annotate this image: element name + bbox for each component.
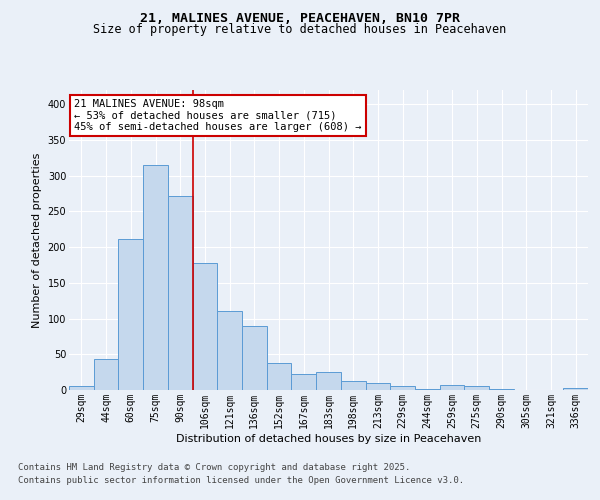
Bar	[316, 372, 341, 390]
Text: Contains HM Land Registry data © Crown copyright and database right 2025.: Contains HM Land Registry data © Crown c…	[18, 462, 410, 471]
Bar	[143, 165, 168, 390]
Bar	[217, 312, 242, 390]
Bar	[242, 326, 267, 390]
Bar	[118, 238, 143, 390]
Text: Size of property relative to detached houses in Peacehaven: Size of property relative to detached ho…	[94, 24, 506, 36]
Y-axis label: Number of detached properties: Number of detached properties	[32, 152, 42, 328]
Bar	[390, 386, 415, 390]
Bar	[464, 386, 489, 390]
Text: 21 MALINES AVENUE: 98sqm
← 53% of detached houses are smaller (715)
45% of semi-: 21 MALINES AVENUE: 98sqm ← 53% of detach…	[74, 99, 362, 132]
Bar	[168, 196, 193, 390]
Bar	[69, 386, 94, 390]
Text: 21, MALINES AVENUE, PEACEHAVEN, BN10 7PR: 21, MALINES AVENUE, PEACEHAVEN, BN10 7PR	[140, 12, 460, 26]
X-axis label: Distribution of detached houses by size in Peacehaven: Distribution of detached houses by size …	[176, 434, 481, 444]
Bar	[440, 385, 464, 390]
Bar	[94, 358, 118, 390]
Text: Contains public sector information licensed under the Open Government Licence v3: Contains public sector information licen…	[18, 476, 464, 485]
Bar	[292, 374, 316, 390]
Bar	[193, 263, 217, 390]
Bar	[267, 363, 292, 390]
Bar	[489, 388, 514, 390]
Bar	[341, 380, 365, 390]
Bar	[563, 388, 588, 390]
Bar	[365, 383, 390, 390]
